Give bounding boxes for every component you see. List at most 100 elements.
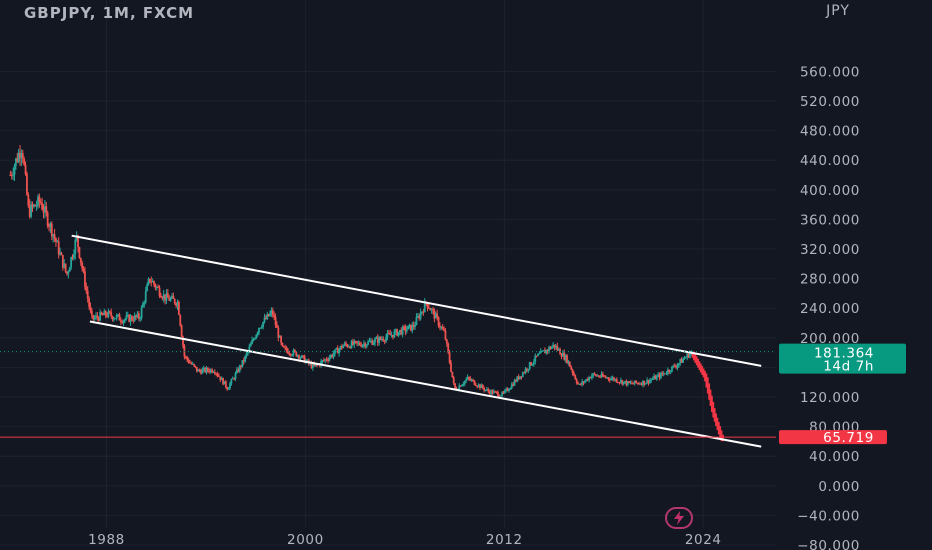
candle-body [381, 339, 383, 341]
candle-body [194, 365, 197, 368]
candle-body [201, 369, 204, 374]
candle-body [445, 339, 448, 344]
candle-body [480, 384, 483, 389]
last-price-value: 181.364 [814, 346, 874, 362]
candle-body [26, 174, 28, 195]
candle-body [473, 380, 476, 385]
candle-body [212, 372, 215, 374]
candle-body [401, 326, 404, 335]
candle-body [331, 355, 334, 357]
candle-body [215, 373, 218, 375]
candle-body [398, 329, 401, 332]
candle-body [610, 378, 613, 381]
candle-body [561, 352, 564, 357]
projection-candle [717, 426, 722, 435]
candle-body [687, 353, 690, 358]
candle-body [653, 375, 655, 379]
candle-body [400, 329, 403, 335]
candle-body [226, 387, 229, 390]
candle-body [469, 378, 472, 381]
candle-body [259, 327, 262, 329]
candle-body [459, 385, 462, 387]
candle-body [306, 359, 309, 361]
candle-body [608, 379, 611, 381]
candle-body [570, 366, 573, 370]
candle-body [288, 353, 291, 355]
candle-body [211, 369, 213, 373]
candle-body [378, 337, 381, 343]
candle-body [418, 316, 421, 319]
projection-candle [715, 417, 719, 426]
candle-body [510, 384, 513, 389]
candle-body [329, 355, 332, 358]
candle-body [88, 298, 90, 307]
candle-body [617, 382, 620, 384]
candle-body [639, 383, 642, 385]
candle-body [675, 366, 678, 368]
candle-body [451, 371, 454, 378]
candle-body [237, 369, 240, 372]
candle-body [397, 331, 400, 336]
candle-body [429, 308, 432, 311]
candle-body [78, 247, 81, 258]
candle-body [528, 362, 531, 369]
candle-body [191, 363, 194, 365]
candle-body [108, 311, 111, 313]
flash-icon[interactable] [665, 507, 693, 529]
candle-body [485, 389, 488, 391]
candle-body [509, 388, 512, 390]
candle-body [335, 348, 338, 350]
candle-body [542, 350, 545, 352]
candle-body [137, 313, 140, 319]
candle-body [303, 355, 306, 363]
candle-body [110, 312, 113, 317]
candle-body [600, 373, 603, 377]
y-tick-label: 520.000 [800, 94, 860, 110]
candle-body [432, 309, 434, 311]
y-tick-label: 480.000 [800, 124, 860, 140]
candle-body [447, 343, 450, 353]
candle-body [394, 329, 397, 332]
candle-body [519, 376, 521, 380]
candle-body [285, 347, 288, 351]
candle-body [256, 332, 259, 335]
candle-body [357, 342, 360, 344]
candle-body [67, 271, 70, 274]
candle-body [350, 341, 353, 349]
candle-body [615, 379, 618, 383]
candle-body [604, 376, 607, 378]
candle-body [302, 355, 305, 357]
candle-body [539, 350, 542, 354]
candle-body [220, 378, 223, 381]
candle-body [209, 369, 212, 372]
candle-body [282, 346, 285, 348]
candle-body [516, 376, 519, 382]
candle-body [550, 346, 553, 349]
candle-body [573, 373, 575, 376]
candle-body [111, 316, 114, 320]
candle-body [325, 359, 328, 361]
candle-body [454, 383, 457, 389]
price-axis[interactable]: 560.000 520.000 480.000 440.000 400.000 360.0… [797, 64, 860, 550]
candle-body [146, 284, 149, 292]
candle-body [202, 367, 205, 370]
candle-body [626, 381, 629, 385]
candle-body [249, 343, 252, 347]
candle-body [115, 315, 118, 319]
candle-body [273, 315, 276, 317]
candle-body [363, 343, 365, 345]
candle-body [284, 347, 287, 349]
candle-body [364, 343, 367, 347]
candle-body [245, 353, 248, 356]
time-axis[interactable]: 1988 2000 2012 2024 [88, 532, 721, 548]
candle-body [266, 313, 269, 319]
candle-body [23, 158, 26, 165]
projection-candle [719, 430, 723, 439]
candle-body [421, 311, 423, 313]
candle-body [10, 175, 13, 177]
candle-body [534, 355, 537, 362]
symbol-title[interactable]: GBPJPY, 1M, FXCM [24, 4, 195, 22]
candle-body [195, 367, 198, 372]
candle-body [299, 357, 302, 359]
